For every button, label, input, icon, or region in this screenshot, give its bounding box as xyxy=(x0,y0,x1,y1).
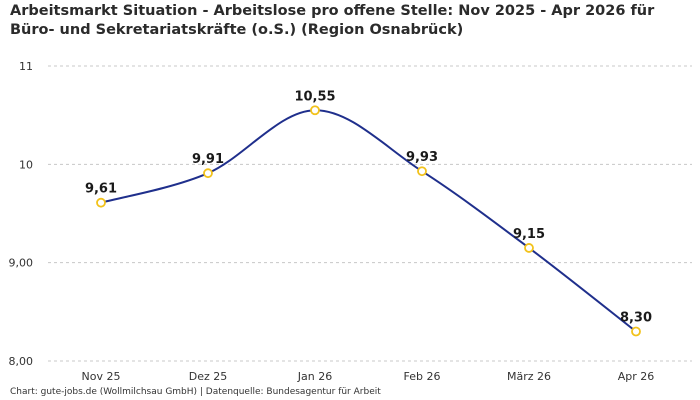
x-tick-label: Apr 26 xyxy=(618,370,655,383)
data-labels: 9,61 9,91 10,55 9,93 9,15 8,30 xyxy=(85,89,652,325)
data-label: 10,55 xyxy=(294,89,335,104)
data-point xyxy=(417,166,427,177)
data-points xyxy=(96,105,641,337)
data-point xyxy=(310,105,320,116)
chart-title: Arbeitsmarkt Situation - Arbeitslose pro… xyxy=(10,3,655,38)
y-tick-label: 10 xyxy=(19,158,33,171)
x-tick-label: Jan 26 xyxy=(297,370,332,383)
x-tick-label: Nov 25 xyxy=(82,370,121,383)
data-point xyxy=(524,243,534,253)
series-line xyxy=(100,109,637,333)
data-label: 9,93 xyxy=(406,150,438,165)
data-point xyxy=(631,326,641,337)
series-line-layer xyxy=(100,109,637,333)
x-tick-label: Dez 25 xyxy=(189,370,228,383)
data-label: 8,30 xyxy=(620,311,652,326)
y-tick-label: 9,00 xyxy=(9,257,34,270)
y-axis-ticks: 8,00 9,00 10 11 xyxy=(9,60,34,368)
chart-source-note: Chart: gute-jobs.de (Wollmilchsau GmbH) … xyxy=(10,387,381,397)
y-tick-label: 8,00 xyxy=(9,355,34,368)
data-point xyxy=(203,168,213,179)
data-point xyxy=(96,197,106,208)
x-tick-label: März 26 xyxy=(507,370,551,383)
data-label: 9,15 xyxy=(513,227,545,242)
data-label: 9,91 xyxy=(192,152,224,167)
grid-lines xyxy=(48,65,692,362)
y-tick-label: 11 xyxy=(19,60,33,73)
x-axis-ticks: Nov 25 Dez 25 Jan 26 Feb 26 März 26 Apr 26 xyxy=(82,370,655,383)
x-tick-label: Feb 26 xyxy=(404,370,441,383)
data-label: 9,61 xyxy=(85,182,117,197)
